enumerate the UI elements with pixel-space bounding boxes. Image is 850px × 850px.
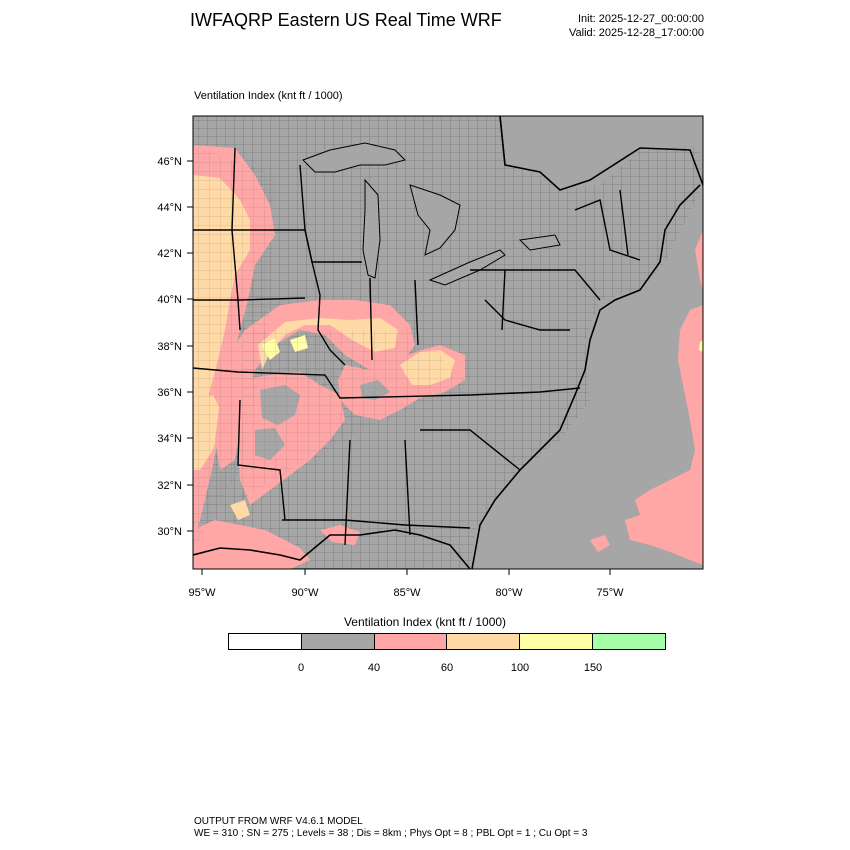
lake-superior xyxy=(302,142,406,173)
model-footer: OUTPUT FROM WRF V4.6.1 MODEL xyxy=(194,816,363,827)
legend-swatch xyxy=(447,634,521,649)
lat-label: 40°N xyxy=(157,294,182,306)
lon-label: 90°W xyxy=(291,587,319,599)
lat-ticks xyxy=(187,160,193,532)
init-time: Init: 2025-12-27_00:00:00 xyxy=(578,13,704,25)
field-40-60-atl-n xyxy=(695,230,703,290)
coastlines xyxy=(193,116,703,569)
lat-label: 42°N xyxy=(157,248,182,260)
lon-labels: 95°W 90°W 85°W 80°W 75°W xyxy=(188,587,624,599)
lon-label: 75°W xyxy=(596,587,624,599)
lake-ontario xyxy=(518,234,561,251)
field-60-100-gulf xyxy=(230,500,250,520)
legend-tick: 60 xyxy=(440,662,454,674)
lake-michigan xyxy=(362,178,381,279)
county-lines-west xyxy=(193,145,275,550)
legend-swatch xyxy=(520,634,594,649)
lon-label: 85°W xyxy=(393,587,421,599)
lat-label: 30°N xyxy=(157,526,182,538)
lon-label: 80°W xyxy=(495,587,523,599)
legend-swatch xyxy=(593,634,665,649)
valid-time: Valid: 2025-12-28_17:00:00 xyxy=(569,27,704,39)
legend-tick: 40 xyxy=(367,662,381,674)
legend-tick: 150 xyxy=(583,662,603,674)
legend-swatch xyxy=(374,634,448,649)
legend-swatch xyxy=(229,634,302,649)
legend-tick: 100 xyxy=(510,662,530,674)
lat-label: 38°N xyxy=(157,341,182,353)
color-legend xyxy=(228,633,666,650)
model-settings: WE = 310 ; SN = 275 ; Levels = 38 ; Dis … xyxy=(194,828,588,839)
map-frame xyxy=(192,115,704,570)
plot-label: Ventilation Index (knt ft / 1000) xyxy=(194,90,343,102)
lat-label: 32°N xyxy=(157,480,182,492)
lat-label: 36°N xyxy=(157,387,182,399)
field-40-60-gulf xyxy=(193,520,310,569)
legend-tick: 0 xyxy=(297,662,305,674)
lat-label: 34°N xyxy=(157,433,182,445)
field-40-60-atl-c xyxy=(590,535,610,552)
legend-swatch xyxy=(301,634,375,649)
lon-ticks xyxy=(201,569,611,575)
field-100-150-atl xyxy=(699,340,703,352)
field-40-60-atl xyxy=(625,305,703,565)
lat-label: 46°N xyxy=(157,156,182,168)
lake-huron xyxy=(409,184,461,256)
lat-labels: 46°N 44°N 42°N 40°N 38°N 36°N 34°N 32°N … xyxy=(157,156,182,538)
county-lines xyxy=(193,116,703,569)
lon-label: 95°W xyxy=(188,587,216,599)
lat-label: 44°N xyxy=(157,202,182,214)
page-title: IWFAQRP Eastern US Real Time WRF xyxy=(190,10,502,30)
map-fields xyxy=(193,116,703,569)
legend-title: Ventilation Index (knt ft / 1000) xyxy=(343,615,507,629)
lake-erie xyxy=(428,249,506,286)
county-lines-central xyxy=(240,330,465,500)
